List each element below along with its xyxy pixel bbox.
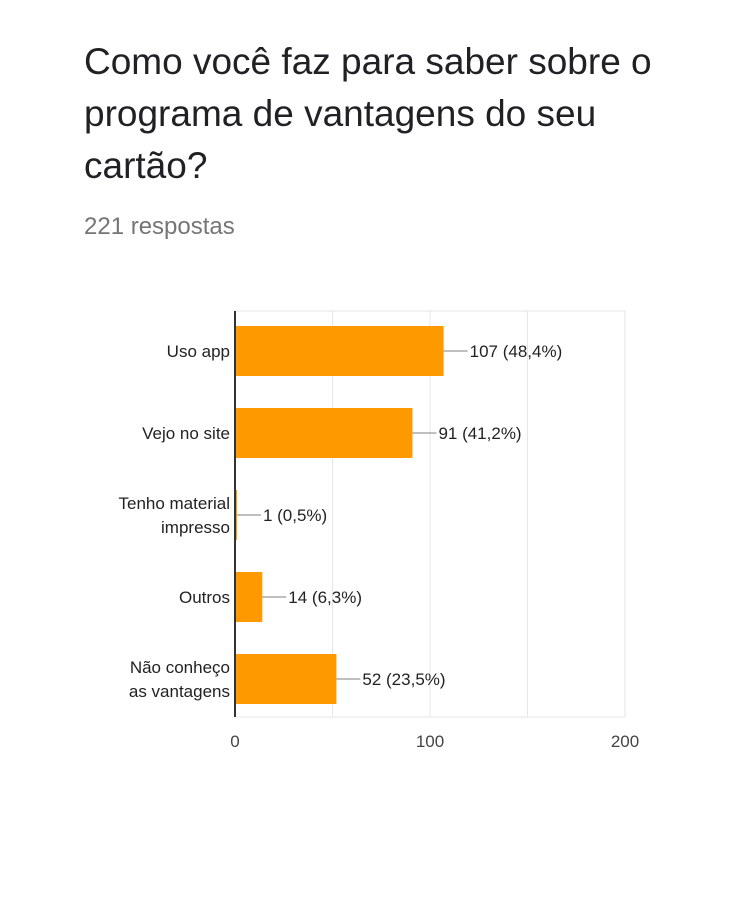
category-label: Não conheço <box>130 658 230 677</box>
x-tick-label: 200 <box>611 732 639 751</box>
category-label: Vejo no site <box>142 424 230 443</box>
bar <box>235 408 413 458</box>
bar <box>235 326 444 376</box>
data-label: 107 (48,4%) <box>470 342 563 361</box>
data-label: 1 (0,5%) <box>263 506 327 525</box>
x-tick-label: 0 <box>230 732 239 751</box>
category-label: impresso <box>161 518 230 537</box>
category-label: Outros <box>179 588 230 607</box>
data-label: 14 (6,3%) <box>288 588 362 607</box>
category-label: Uso app <box>167 342 230 361</box>
x-tick-label: 100 <box>416 732 444 751</box>
chart-plot-area: 107 (48,4%) Uso app 91 (41,2%) Vejo no site… <box>118 310 639 751</box>
data-label: 52 (23,5%) <box>362 670 445 689</box>
data-label: 91 (41,2%) <box>438 424 521 443</box>
category-label: Tenho material <box>118 494 230 513</box>
question-title: Como você faz para saber sobre o program… <box>84 41 652 186</box>
bar <box>235 654 337 704</box>
category-label: as vantagens <box>129 682 230 701</box>
bar <box>235 572 263 622</box>
response-count: 221 respostas <box>84 213 235 240</box>
